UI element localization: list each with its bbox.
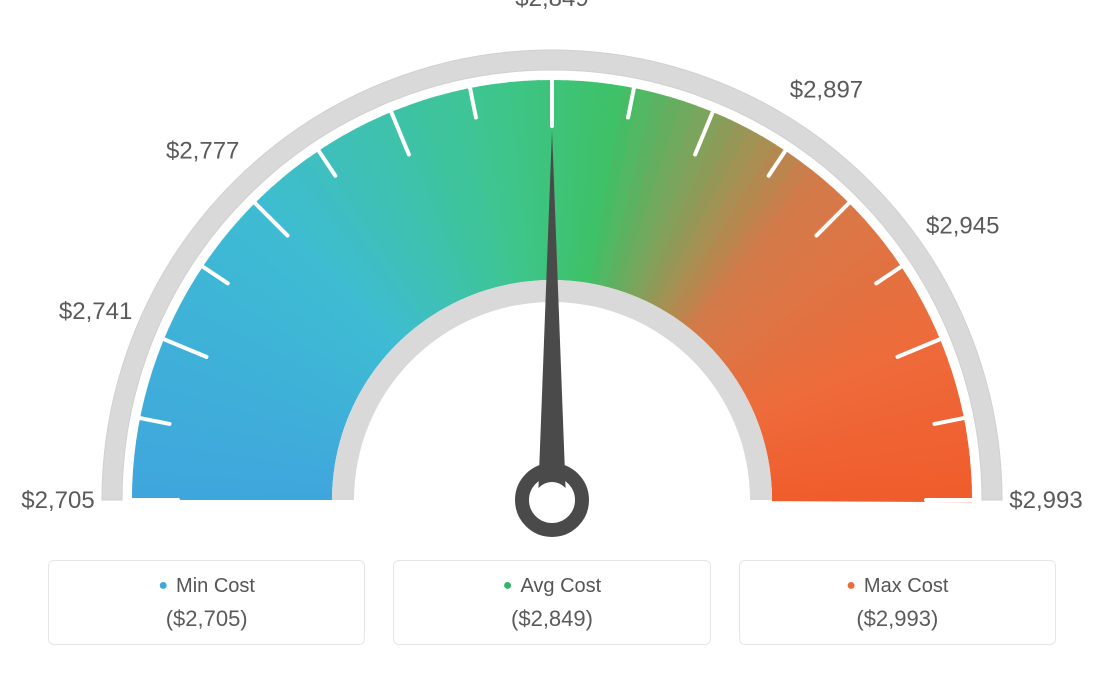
- gauge-tick-label: $2,741: [59, 298, 132, 325]
- legend-avg-label: Avg Cost: [394, 575, 709, 598]
- legend-avg-value: ($2,849): [394, 606, 709, 632]
- legend-max-label: Max Cost: [740, 575, 1055, 598]
- legend-card-min: Min Cost ($2,705): [48, 560, 365, 645]
- gauge-chart: $2,705 $2,741 $2,777 $2,849 $2,897 $2,945 $2,9…: [0, 0, 1104, 560]
- gauge-tick-label: $2,705: [21, 487, 94, 514]
- gauge-tick-label: $2,777: [166, 138, 239, 165]
- legend-max-value: ($2,993): [740, 606, 1055, 632]
- gauge-tick-label: $2,945: [926, 213, 999, 240]
- gauge-tick-label: $2,897: [790, 76, 863, 103]
- legend-card-max: Max Cost ($2,993): [739, 560, 1056, 645]
- legend-min-value: ($2,705): [49, 606, 364, 632]
- legend-min-label: Min Cost: [49, 575, 364, 598]
- gauge-needle-hub-inner: [534, 482, 570, 518]
- legend-row: Min Cost ($2,705) Avg Cost ($2,849) Max …: [0, 560, 1104, 645]
- gauge-svg: $2,705 $2,741 $2,777 $2,849 $2,897 $2,945 $2,9…: [0, 0, 1104, 560]
- gauge-tick-label: $2,849: [515, 0, 588, 12]
- legend-card-avg: Avg Cost ($2,849): [393, 560, 710, 645]
- gauge-tick-label: $2,993: [1009, 487, 1082, 514]
